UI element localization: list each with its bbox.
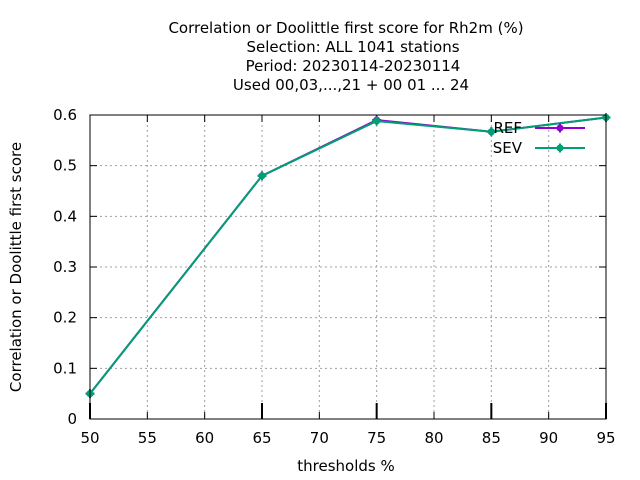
series-point-sev: [486, 127, 496, 137]
y-axis-label: Correlation or Doolittle first score: [7, 142, 25, 392]
y-tick-label: 0.2: [53, 309, 77, 327]
chart-title: Correlation or Doolittle first score for…: [168, 19, 523, 94]
title-line-4: Used 00,03,...,21 + 00 01 ... 24: [233, 76, 469, 94]
x-tick-label: 60: [195, 429, 214, 447]
series-line-sev: [89, 116, 607, 395]
legend-marker-ref: [555, 123, 565, 133]
y-tick-label: 0.3: [53, 258, 77, 276]
title-line-1: Correlation or Doolittle first score for…: [168, 19, 523, 37]
y-tick-label: 0.4: [53, 207, 77, 225]
y-tick-label: 0: [67, 410, 77, 428]
axis-ticks: [89, 114, 607, 420]
y-tick-label: 0.6: [53, 106, 77, 124]
x-tick-label: 95: [596, 429, 615, 447]
x-tick-label: 55: [138, 429, 157, 447]
x-tick-label: 85: [482, 429, 501, 447]
legend-label-ref: REF: [493, 119, 522, 137]
series-point-sev: [372, 116, 382, 126]
x-tick-label: 90: [539, 429, 558, 447]
legend: REF SEV: [493, 119, 585, 157]
x-tick-label: 65: [252, 429, 271, 447]
y-tick-label: 0.1: [53, 359, 77, 377]
x-tick-label: 70: [310, 429, 329, 447]
y-tick-label: 0.5: [53, 157, 77, 175]
title-line-3: Period: 20230114-20230114: [246, 57, 461, 75]
tick-labels: 0 0.1 0.2 0.3 0.4 0.5 0.6 50 55 60 65 70 75 80 85 90 95: [53, 106, 615, 447]
legend-label-sev: SEV: [493, 139, 523, 157]
series: [85, 113, 611, 399]
x-tick-label: 80: [424, 429, 443, 447]
title-line-2: Selection: ALL 1041 stations: [246, 38, 459, 56]
series-point-sev: [257, 171, 267, 181]
plot-frame: [89, 114, 607, 420]
series-line-ref: [89, 116, 607, 395]
x-tick-label: 75: [367, 429, 386, 447]
legend-marker-sev: [555, 143, 565, 153]
grid: [90, 115, 606, 419]
x-tick-label: 50: [80, 429, 99, 447]
x-axis-label: thresholds %: [297, 457, 394, 475]
